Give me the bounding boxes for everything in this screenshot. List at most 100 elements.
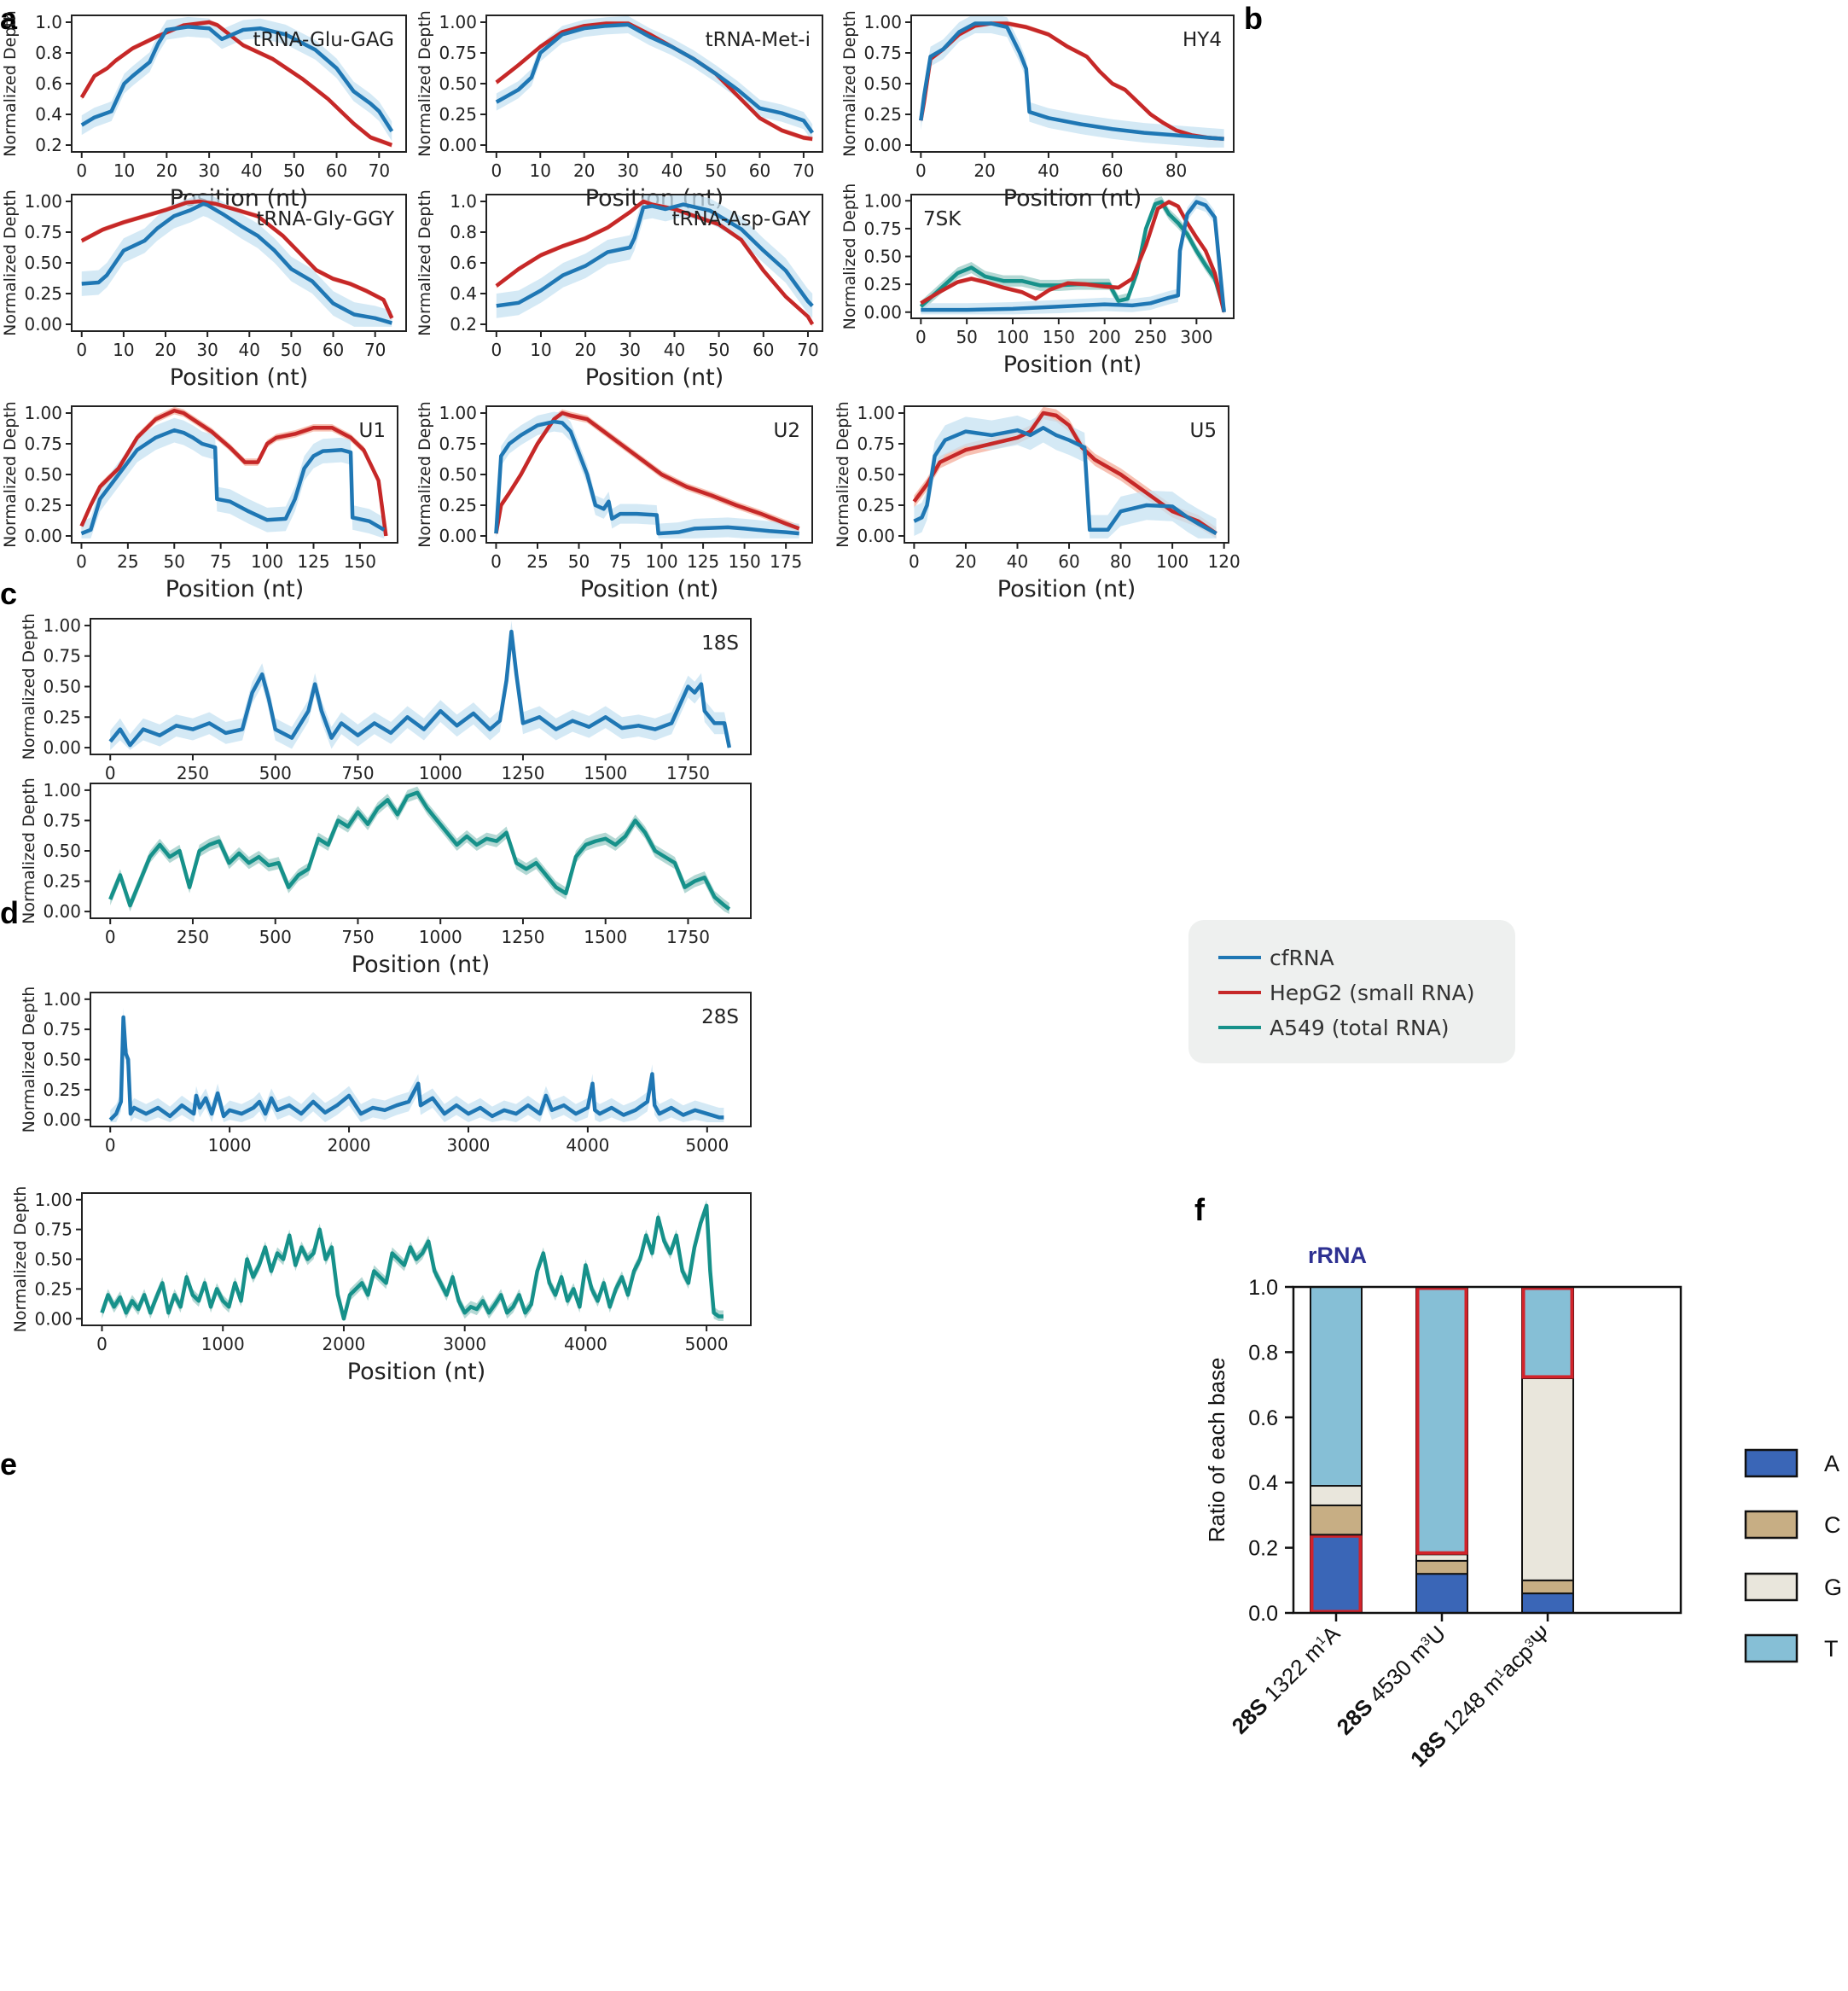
x-tick-label: 50	[956, 327, 977, 347]
x-tick-label: 10	[530, 340, 551, 360]
x-tick-label: 150	[1043, 327, 1075, 347]
x-tick-label: 10	[113, 340, 134, 360]
x-axis-label: Position (nt)	[585, 364, 724, 391]
x-tick-label: 0	[491, 340, 502, 360]
y-tick-label: 0.75	[439, 434, 477, 454]
x-tick-label: 60	[1058, 551, 1079, 572]
x-tick-label: 1000	[208, 1135, 252, 1156]
chart-hy4: 0 20 40 60 80 0.00 0.25 0.50 0.75 1.00 Position (n…	[840, 10, 1235, 212]
band-cfrna	[921, 15, 1224, 148]
chart-28s-cfrna: 0 1000 2000 3000 4000 5000 0.00 0.25 0.50 0.75 1.0…	[20, 987, 752, 1156]
x-tick-label: 60	[753, 340, 774, 360]
band-cfrna	[110, 620, 729, 750]
line-hepg2-small-rna	[494, 410, 800, 534]
chart-title: 28S	[701, 1006, 739, 1028]
x-tick-label: 100	[251, 551, 283, 572]
line-a549-total-rna	[919, 200, 1226, 311]
x-axis-label: Position (nt)	[997, 576, 1136, 603]
bar-highlight-outline	[1310, 1534, 1363, 1614]
chart-title: tRNA-Asp-GAY	[671, 208, 811, 230]
y-tick-label: 0.00	[43, 737, 81, 758]
x-tick-label: 80	[1165, 160, 1187, 181]
x-tick-label: 30	[196, 340, 218, 360]
chart-title: U1	[359, 420, 386, 442]
panel-letter-f: f	[1194, 1192, 1206, 1227]
y-tick-label: 0.25	[439, 104, 477, 125]
y-axis-label: Normalized Depth	[11, 1186, 30, 1333]
plot-area	[79, 406, 388, 539]
y-tick-label: 0.25	[863, 274, 902, 294]
y-tick-label: 0.25	[24, 283, 62, 304]
bar-segment-g	[1310, 1485, 1363, 1506]
x-tick-label: 60	[749, 160, 770, 181]
y-tick-label: 1.00	[43, 780, 81, 800]
x-tick-label: 150	[729, 551, 761, 572]
y-tick-label: 1.00	[863, 12, 902, 32]
x-tick-label: 30	[198, 160, 219, 181]
x-tick-label: 0	[105, 927, 116, 947]
x-tick-label: 5000	[685, 1135, 729, 1156]
legend-label-c: C	[1824, 1512, 1841, 1538]
y-tick-label: 0.75	[43, 810, 81, 830]
y-tick-label: 1.00	[863, 190, 902, 211]
chart-trna-met-i: 0102030405060700.000.250.500.751.00Posit…	[416, 10, 823, 212]
x-tick-label: 40	[661, 160, 683, 181]
x-tick-label: 1500	[584, 927, 627, 947]
y-axis-label: Normalized Depth	[1, 401, 20, 548]
chart-trna-asp-gay: 0 10 20 30 40 50 60 70 0.2 0.4 0.6 0.8 1.0 Position (…	[416, 189, 823, 391]
y-axis-label: Normalized Depth	[1, 10, 20, 157]
y-tick-label: 0.50	[863, 73, 902, 94]
line-a549-total-rna	[108, 790, 731, 911]
chart-title: tRNA-Gly-GGY	[256, 208, 395, 230]
x-tick-label: 0	[915, 327, 927, 347]
legend-swatch-c	[1744, 1510, 1799, 1540]
line-cfrna	[81, 201, 392, 325]
bar-segment-a	[1310, 1534, 1363, 1614]
y-tick-label: 0.50	[439, 464, 477, 485]
chart-u5: 0 20 40 60 80 100 120 0.00 0.25 0.50 0.75 1.00 Posit…	[834, 401, 1241, 603]
y-tick-label: 0.25	[439, 495, 477, 515]
chart-title: tRNA-Met-i	[706, 29, 811, 51]
x-tick-label: 80	[1110, 551, 1131, 572]
x-tick-label: 500	[259, 763, 292, 783]
y-tick-label: 1.00	[43, 615, 81, 636]
panel-letter-c: c	[0, 576, 17, 611]
y-tick-label: 0.50	[857, 464, 895, 485]
x-tick-label: 30	[619, 340, 641, 360]
y-tick-label: 0.75	[863, 43, 902, 63]
x-tick-label: 250	[1134, 327, 1166, 347]
y-tick-label: 1.00	[439, 403, 477, 423]
x-tick-label: 10	[530, 160, 551, 181]
y-tick-label: 0.25	[24, 495, 62, 515]
panel-letter-e: e	[0, 1447, 17, 1482]
y-tick-label: 0.00	[34, 1308, 73, 1329]
bar-plot-frame	[1292, 1285, 1682, 1615]
x-tick-label: 1000	[201, 1334, 245, 1354]
bar-segment-c	[1521, 1579, 1574, 1595]
y-tick-label: 0.00	[857, 526, 895, 546]
x-tick-label: 125	[687, 551, 719, 572]
x-tick-label: 60	[326, 160, 347, 181]
x-tick-label: 60	[1101, 160, 1123, 181]
x-tick-label: 2000	[323, 1334, 366, 1354]
band-cfrna	[914, 413, 1217, 539]
x-category-label: 28S 1322 m1A	[1227, 1621, 1345, 1739]
chart-title: U5	[1190, 420, 1217, 442]
x-axis-label: Position (nt)	[1003, 352, 1142, 378]
x-tick-label: 70	[369, 160, 390, 181]
plot-area	[919, 15, 1224, 148]
x-tick-label: 1750	[666, 927, 710, 947]
x-tick-label: 50	[281, 340, 302, 360]
y-tick-label: 1.00	[857, 403, 895, 423]
line-hepg2-small-rna	[920, 200, 1226, 313]
x-tick-label: 40	[239, 340, 260, 360]
chart-title: HY4	[1183, 29, 1222, 51]
legend-label-a549: A549 (total RNA)	[1270, 1016, 1450, 1040]
y-tick-label: 0.8	[35, 43, 62, 63]
y-tick-label: 0.8	[450, 222, 477, 242]
panel-letter-d: d	[0, 895, 19, 930]
x-axis-label: Position (nt)	[347, 1359, 485, 1385]
y-tick-label: 0.00	[439, 526, 477, 546]
x-tick-label: 50	[708, 340, 729, 360]
y-tick-label: 0.00	[24, 314, 62, 335]
